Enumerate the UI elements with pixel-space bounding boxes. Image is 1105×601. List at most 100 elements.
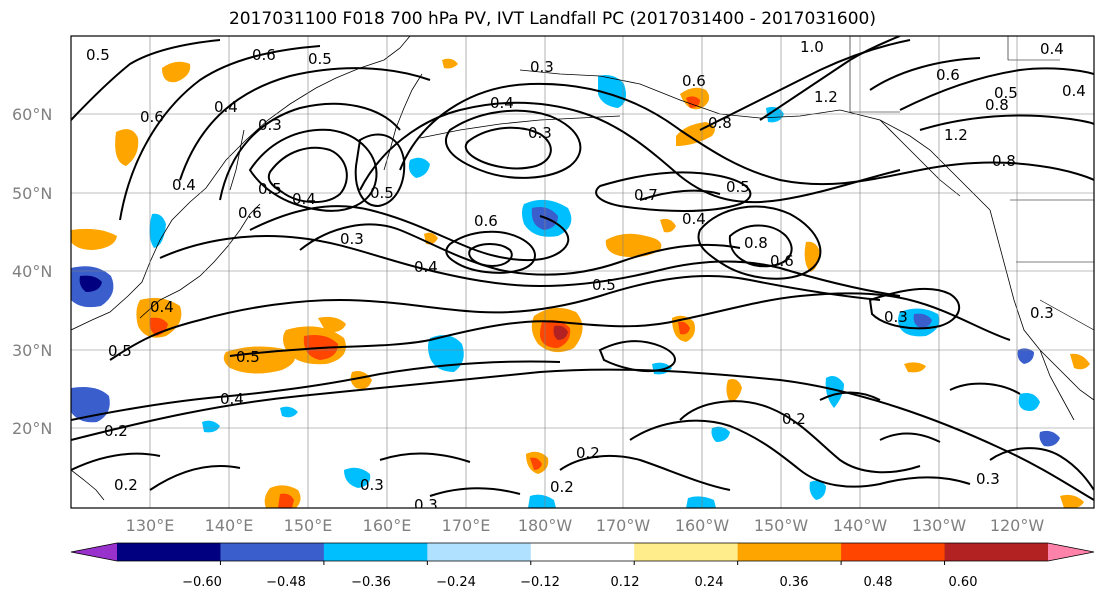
- lat-label: 50°N: [12, 184, 52, 203]
- contour-label: 0.4: [1062, 82, 1086, 100]
- shade-blob: [1017, 348, 1034, 364]
- shade-blob: [598, 75, 626, 108]
- contour-line: [639, 189, 721, 201]
- colorbar-segment: [530, 543, 635, 561]
- contour-label: 0.3: [258, 116, 282, 134]
- latitude-labels: 60°N 50°N 40°N 30°N 20°N: [12, 105, 52, 438]
- contour-label-group: 0.6 0.5 0.6 0.4 0.3 0.6 0.5 0.4 0.3 0.4 …: [86, 38, 1086, 514]
- contour-line: [354, 133, 406, 208]
- contour-line: [109, 275, 881, 361]
- graticule: [71, 36, 1094, 508]
- shade-blob: [686, 96, 700, 108]
- contour-label: 0.4: [1040, 40, 1064, 58]
- contour-line: [919, 114, 1094, 131]
- pv-contours: [71, 36, 1094, 501]
- lon-label: 150°E: [284, 516, 333, 535]
- colorbar-tick-label: −0.60: [182, 575, 222, 590]
- contour-label: 0.2: [104, 422, 128, 440]
- colorbar-segment: [323, 543, 428, 561]
- border-line: [1039, 299, 1094, 331]
- contour-line: [429, 487, 521, 497]
- contour-line: [559, 454, 731, 491]
- map-title: 2017031100 F018 700 hPa PV, IVT Landfall…: [228, 9, 876, 29]
- shade-blob: [726, 379, 742, 402]
- contour-line: [464, 126, 552, 170]
- contour-line: [119, 45, 321, 221]
- contour-line: [679, 400, 921, 474]
- contour-label: 0.4: [172, 176, 196, 194]
- colorbar-tick-label: −0.24: [436, 575, 476, 590]
- shade-blob: [528, 494, 556, 508]
- contour-line: [379, 452, 471, 463]
- shade-blob: [318, 316, 346, 333]
- colorbar-segment: [427, 543, 532, 561]
- contour-line: [879, 432, 941, 443]
- shade-blob: [1018, 393, 1040, 411]
- coast-bc: [879, 119, 961, 197]
- lon-label: 160°E: [363, 516, 412, 535]
- contour-line: [629, 419, 971, 488]
- shade-blob: [149, 213, 166, 248]
- shade-blob: [202, 420, 220, 433]
- contour-line: [468, 243, 513, 268]
- contour-label: 0.4: [214, 98, 238, 116]
- contour-label: 0.2: [782, 410, 806, 428]
- contour-line: [445, 230, 536, 274]
- contour-line: [598, 340, 676, 372]
- shade-blob: [1060, 494, 1084, 508]
- contour-label: 0.5: [370, 184, 394, 202]
- contour-line: [71, 452, 161, 471]
- contour-label: 0.3: [340, 230, 364, 248]
- contour-label: 0.8: [708, 114, 732, 132]
- contour-line: [159, 235, 901, 297]
- lon-label: 180°W: [518, 516, 573, 535]
- contour-label: 0.2: [576, 444, 600, 462]
- shade-blob: [442, 58, 458, 69]
- lat-label: 60°N: [12, 105, 52, 124]
- coastlines: [71, 36, 1094, 501]
- contour-label: 0.5: [994, 84, 1018, 102]
- contour-label: 0.3: [414, 496, 438, 514]
- contour-label: 0.4: [292, 190, 316, 208]
- lon-label: 130°W: [912, 516, 967, 535]
- contour-label: 1.2: [814, 88, 838, 106]
- colorbar-segment: [117, 543, 221, 561]
- colorbar-tick-label: 0.48: [864, 575, 893, 590]
- border-line: [1007, 36, 1060, 61]
- shade-blob: [115, 129, 139, 166]
- contour-line: [869, 57, 981, 91]
- contour-line: [71, 368, 1094, 501]
- coast-japan: [139, 203, 261, 319]
- contour-label: 0.7: [634, 186, 658, 204]
- contour-label: 0.2: [114, 476, 138, 494]
- colorbar-tick-labels: −0.60 −0.48 −0.36 −0.24 −0.12 0.12 0.24 …: [182, 575, 977, 590]
- contour-line: [71, 39, 221, 121]
- borders: [849, 36, 1094, 331]
- colorbar-outline: [70, 542, 1095, 562]
- contour-line: [759, 36, 901, 121]
- contour-label: 0.6: [238, 204, 262, 222]
- colorbar: [70, 542, 1095, 565]
- contour-label: 0.5: [108, 342, 132, 360]
- colorbar-segment: [634, 543, 739, 561]
- contour-label: 0.3: [1030, 304, 1054, 322]
- contour-label: 0.5: [258, 180, 282, 198]
- shade-blob: [1039, 430, 1060, 447]
- lon-label: 120°W: [990, 516, 1045, 535]
- contour-label: 0.8: [985, 96, 1009, 114]
- map-border: [70, 35, 1095, 509]
- contour-line: [299, 223, 741, 276]
- colorbar-tick-label: −0.36: [351, 575, 391, 590]
- shade-blob: [350, 371, 372, 389]
- contour-line: [399, 82, 1094, 186]
- contour-label: 0.8: [744, 234, 768, 252]
- colorbar-tick-label: −0.12: [520, 575, 560, 590]
- shade-blob: [809, 480, 826, 500]
- contour-label: 0.6: [252, 46, 276, 64]
- lat-label: 40°N: [12, 262, 52, 281]
- contour-line: [868, 287, 961, 330]
- contour-line: [949, 382, 1021, 395]
- colorbar-segment: [841, 543, 946, 561]
- coast-kamchatka: [383, 73, 423, 171]
